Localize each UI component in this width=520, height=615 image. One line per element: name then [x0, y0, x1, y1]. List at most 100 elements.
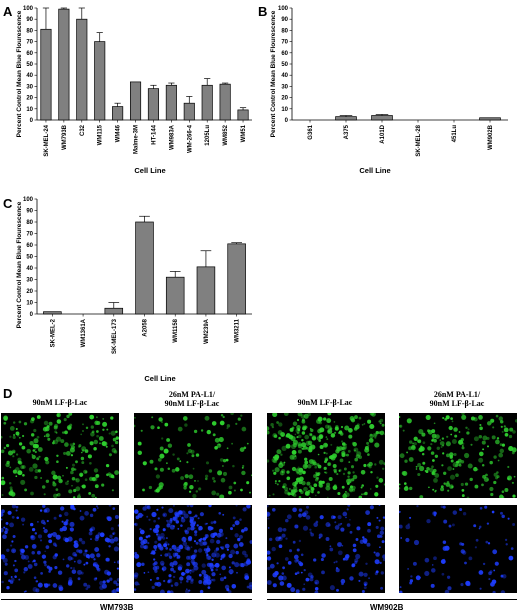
cell-dot [147, 542, 150, 545]
cell-dot [479, 587, 482, 590]
cell-dot [360, 470, 366, 475]
cell-dot [317, 428, 322, 434]
cell-dot [17, 457, 22, 462]
cell-dot [8, 482, 12, 485]
cell-dot [458, 464, 462, 467]
cell-dot [251, 474, 252, 477]
cell-dot [157, 457, 162, 462]
cell-dot [434, 454, 439, 458]
cell-dot [221, 565, 227, 571]
cell-dot [466, 582, 471, 587]
cell-dot [28, 467, 34, 472]
cell-dot [298, 495, 302, 498]
cell-dot [37, 550, 41, 555]
cell-dot [353, 447, 359, 453]
cell-dot [405, 537, 410, 543]
cell-dot [283, 413, 289, 417]
chart-c-category-label: WM239A [204, 318, 210, 344]
cell-dot [366, 542, 371, 547]
cell-dot [193, 526, 196, 530]
chart-b-xlabel: Cell Line [359, 166, 390, 175]
cell-dot [460, 437, 464, 442]
cell-dot [446, 435, 449, 438]
cell-dot [341, 446, 345, 451]
cell-dot [70, 454, 74, 457]
cell-dot [154, 548, 157, 552]
cell-dot [297, 449, 302, 454]
cell-dot [285, 537, 288, 540]
cell-dot [47, 437, 51, 441]
cell-dot [348, 428, 353, 433]
cell-dot [442, 444, 445, 447]
cell-dot [286, 476, 291, 481]
cell-dot [167, 467, 171, 471]
cell-dot [337, 491, 341, 496]
cell-dot [453, 427, 458, 432]
cell-dot [222, 513, 225, 516]
chart-b: 0 10 20 30 40 50 60 70 80 90 100 G361 A375 A101D SK-ME… [278, 6, 508, 157]
cell-dot [243, 446, 247, 450]
cell-dot [235, 505, 238, 507]
cell-dot [219, 494, 225, 498]
cell-dot [89, 441, 94, 446]
cell-dot [276, 421, 279, 424]
cell-dot [5, 521, 9, 525]
cell-dot [220, 477, 226, 483]
cell-dot [98, 436, 104, 441]
chart-b-y-tick-label: 40 [281, 73, 288, 79]
cell-dot [367, 528, 371, 533]
cell-dot [473, 436, 479, 442]
cell-dot [278, 436, 281, 440]
cell-dot [31, 454, 36, 460]
cell-dot [9, 426, 15, 431]
cell-dot [82, 430, 84, 432]
chart-b-y-tick-label: 100 [278, 6, 289, 12]
cell-dot [96, 553, 101, 558]
cell-dot [189, 484, 194, 490]
cell-dot [430, 583, 435, 588]
cell-dot [69, 521, 75, 527]
cell-dot [334, 431, 337, 434]
cell-dot [327, 428, 333, 434]
cell-dot [85, 587, 89, 591]
cell-dot [267, 580, 272, 585]
cell-dot [147, 534, 151, 538]
cell-dot [501, 430, 504, 433]
cell-dot [162, 569, 165, 572]
cell-dot [296, 418, 300, 422]
cell-dot [461, 413, 465, 416]
cell-dot [58, 586, 64, 592]
cell-dot [80, 433, 83, 436]
cell-dot [216, 539, 221, 545]
cell-dot [399, 416, 401, 418]
cell-dot [296, 425, 301, 430]
cell-dot [325, 485, 331, 491]
cell-dot [474, 484, 479, 489]
cell-dot [336, 588, 339, 592]
cell-dot [176, 557, 179, 559]
cell-dot [430, 442, 433, 446]
cell-dot [64, 442, 69, 447]
cell-dot [341, 442, 346, 446]
cell-dot [380, 526, 385, 531]
cell-dot [278, 575, 284, 581]
cell-dot [69, 527, 72, 530]
cell-dot [363, 492, 366, 496]
chart-a-y-tick-label: 70 [26, 40, 33, 46]
cell-dot [501, 514, 505, 519]
cell-dot [204, 579, 209, 584]
cell-dot [246, 505, 251, 509]
cell-dot [115, 582, 119, 587]
cell-dot [48, 539, 53, 544]
cell-dot [512, 494, 516, 498]
cell-dot [189, 516, 195, 522]
cell-dot [141, 562, 145, 567]
chart-a-y-tick-label: 20 [26, 96, 33, 102]
cell-dot [215, 547, 220, 551]
cell-dot [228, 553, 233, 559]
cell-dot [9, 580, 14, 584]
cell-dot [272, 413, 278, 418]
cell-dot [382, 558, 385, 562]
cell-dot [167, 580, 171, 584]
cell-dot [196, 524, 199, 527]
